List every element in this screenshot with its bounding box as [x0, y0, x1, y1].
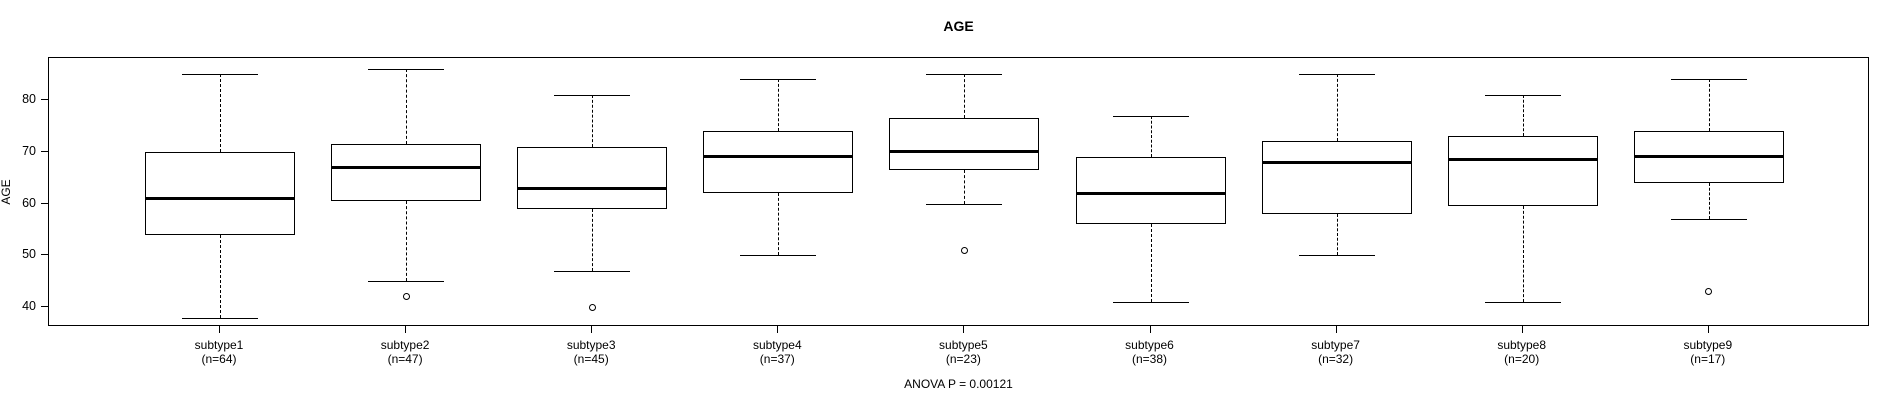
x-tick-mark [1149, 326, 1151, 333]
median-line [1447, 158, 1598, 162]
x-category-label: subtype3 [566, 338, 616, 352]
upper-whisker-line [1336, 74, 1338, 142]
upper-whisker-cap [1670, 79, 1747, 81]
upper-whisker-cap [1298, 74, 1375, 76]
upper-whisker-cap [1484, 94, 1561, 96]
x-category-count-label: (n=64) [201, 352, 237, 366]
upper-whisker-line [964, 74, 966, 119]
lower-whisker-cap [554, 271, 631, 273]
y-tick-mark [41, 150, 48, 152]
y-tick-mark [41, 306, 48, 308]
upper-whisker-line [778, 79, 780, 132]
iqr-box [1261, 141, 1412, 214]
median-line [703, 155, 854, 159]
lower-whisker-cap [182, 317, 258, 319]
median-line [145, 196, 295, 200]
x-tick-mark [963, 326, 965, 333]
lower-whisker-line [778, 193, 780, 256]
lower-whisker-line [592, 208, 594, 271]
outlier-point [960, 246, 968, 254]
upper-whisker-line [406, 68, 408, 145]
y-tick-mark [41, 254, 48, 256]
lower-whisker-line [1708, 182, 1710, 220]
x-category-count-label: (n=45) [573, 352, 609, 366]
lower-whisker-cap [926, 203, 1003, 205]
y-tick-label: 50 [22, 247, 36, 262]
iqr-box [145, 151, 295, 235]
x-category-label: subtype9 [1683, 338, 1733, 352]
lower-whisker-line [964, 169, 966, 204]
x-category-count-label: (n=38) [1131, 352, 1168, 366]
x-tick-mark [1335, 326, 1337, 333]
lower-whisker-cap [1484, 302, 1561, 304]
x-category-label: subtype2 [380, 338, 430, 352]
y-tick-label: 60 [22, 195, 36, 210]
y-tick-label: 80 [22, 91, 36, 106]
lower-whisker-cap [1298, 255, 1375, 257]
x-category-count-label: (n=32) [1318, 352, 1354, 366]
x-category-label: subtype6 [1125, 338, 1174, 352]
x-tick-mark [1521, 326, 1523, 333]
lower-whisker-line [406, 201, 408, 282]
x-category-label: subtype1 [194, 338, 244, 352]
outlier-point [1705, 288, 1713, 296]
iqr-box [889, 118, 1040, 170]
iqr-box [331, 144, 482, 202]
plot-area [48, 57, 1869, 326]
outlier-point [402, 293, 410, 301]
upper-whisker-line [1708, 79, 1710, 132]
x-category-count-label: (n=47) [387, 352, 423, 366]
x-tick-mark [405, 326, 407, 333]
x-tick-mark [1707, 326, 1709, 333]
lower-whisker-line [1150, 224, 1152, 303]
lower-whisker-cap [368, 281, 445, 283]
x-category-label: subtype7 [1311, 338, 1360, 352]
x-category-count-label: (n=17) [1690, 352, 1726, 366]
upper-whisker-cap [554, 94, 631, 96]
anova-annotation: ANOVA P = 0.00121 [904, 377, 1013, 391]
y-tick-label: 70 [22, 143, 36, 158]
upper-whisker-cap [368, 68, 445, 70]
x-tick-mark [219, 326, 220, 333]
lower-whisker-line [220, 234, 221, 318]
median-line [1261, 160, 1412, 164]
lower-whisker-line [1522, 206, 1524, 303]
y-tick-mark [41, 202, 48, 204]
x-tick-mark [591, 326, 593, 333]
iqr-box [1075, 156, 1226, 225]
lower-whisker-cap [1670, 219, 1747, 221]
upper-whisker-line [220, 74, 221, 152]
median-line [889, 150, 1040, 154]
iqr-box [703, 131, 854, 194]
upper-whisker-cap [926, 74, 1003, 76]
upper-whisker-line [592, 94, 594, 147]
upper-whisker-line [1150, 115, 1152, 157]
median-line [517, 186, 668, 190]
upper-whisker-cap [740, 79, 817, 81]
lower-whisker-line [1336, 214, 1338, 256]
x-category-count-label: (n=37) [759, 352, 795, 366]
y-tick-mark [41, 98, 48, 100]
x-category-label: subtype5 [939, 338, 988, 352]
iqr-box [517, 146, 668, 209]
iqr-box [1447, 136, 1598, 207]
y-tick-label: 40 [22, 299, 36, 314]
outlier-point [588, 303, 596, 311]
x-category-count-label: (n=23) [945, 352, 981, 366]
x-category-count-label: (n=20) [1504, 352, 1540, 366]
lower-whisker-cap [740, 255, 817, 257]
upper-whisker-line [1522, 94, 1524, 137]
x-category-label: subtype4 [752, 338, 802, 352]
chart-title: AGE [943, 18, 974, 34]
x-category-label: subtype8 [1497, 338, 1547, 352]
x-tick-mark [777, 326, 779, 333]
median-line [1633, 155, 1784, 159]
upper-whisker-cap [182, 74, 258, 76]
median-line [1075, 191, 1226, 195]
upper-whisker-cap [1112, 115, 1189, 117]
lower-whisker-cap [1112, 302, 1189, 304]
median-line [331, 165, 482, 169]
